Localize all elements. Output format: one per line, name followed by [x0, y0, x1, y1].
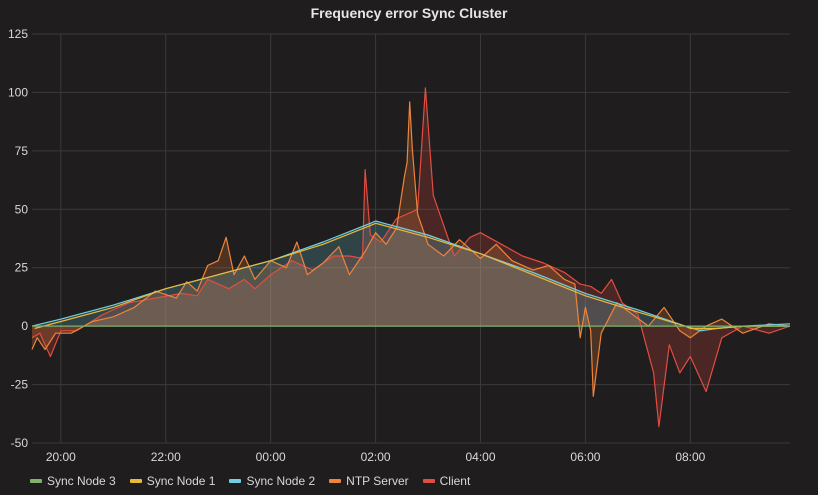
legend-item-ntp-server[interactable]: NTP Server	[329, 474, 409, 488]
legend-item-client[interactable]: Client	[422, 474, 471, 488]
x-tick-label: 04:00	[465, 450, 495, 464]
legend-item-sync-node-2[interactable]: Sync Node 2	[229, 474, 315, 488]
y-tick-label: 0	[21, 319, 28, 333]
y-tick-label: 125	[8, 27, 28, 41]
legend-swatch	[129, 479, 142, 483]
y-tick-label: -25	[11, 378, 29, 392]
y-tick-label: 25	[15, 261, 29, 275]
series-group	[31, 87, 791, 428]
x-tick-label: 08:00	[675, 450, 705, 464]
x-tick-label: 02:00	[361, 450, 391, 464]
legend-swatch	[422, 479, 435, 483]
legend-swatch	[229, 479, 242, 483]
y-axis: 125 100 75 50 25 0 -25 -50	[8, 27, 28, 450]
x-tick-label: 22:00	[151, 450, 181, 464]
legend-label: Sync Node 3	[47, 474, 116, 488]
series-area-sync-node-2	[32, 221, 790, 331]
x-tick-label: 20:00	[46, 450, 76, 464]
legend-swatch	[329, 479, 342, 483]
legend-item-sync-node-3[interactable]: Sync Node 3	[30, 474, 116, 488]
y-tick-label: 75	[15, 144, 29, 158]
y-tick-label: -50	[11, 436, 29, 450]
legend-label: Sync Node 1	[146, 474, 216, 488]
legend-label: Client	[439, 474, 471, 488]
panel-title: Frequency error Sync Cluster	[310, 5, 508, 21]
series-line-sync-node-1	[34, 222, 790, 330]
grid	[32, 33, 790, 444]
y-tick-label: 100	[8, 85, 28, 99]
series-area-client	[32, 87, 790, 427]
x-tick-label: 06:00	[570, 450, 600, 464]
y-tick-label: 50	[15, 202, 29, 216]
x-axis: 20:00 22:00 00:00 02:00 04:00 06:00 08:00	[46, 450, 706, 464]
legend-label: NTP Server	[346, 474, 409, 488]
x-tick-label: 00:00	[256, 450, 286, 464]
legend-label: Sync Node 2	[246, 474, 316, 488]
series-area-ntp-server	[32, 101, 790, 397]
legend: Sync Node 3 Sync Node 1 Sync Node 2 NTP Ser…	[30, 472, 470, 490]
series-line-ntp-server	[31, 101, 791, 397]
legend-swatch	[30, 479, 42, 483]
legend-item-sync-node-1[interactable]: Sync Node 1	[129, 474, 216, 488]
